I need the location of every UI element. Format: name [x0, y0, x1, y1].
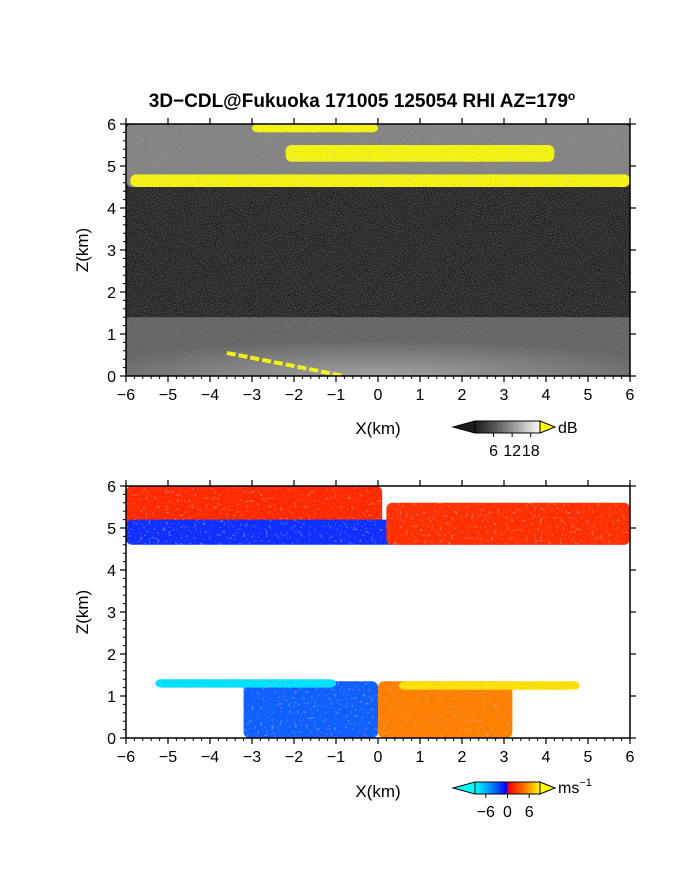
x-tick-label: 4 — [542, 387, 551, 404]
x-tick-label: −2 — [285, 749, 303, 766]
x-tick-label: 0 — [374, 749, 383, 766]
x-tick-label: 0 — [374, 387, 383, 404]
y-tick-label: 4 — [107, 201, 116, 218]
region-speckle — [378, 681, 513, 738]
y-tick-label: 1 — [107, 327, 116, 344]
velocity-colorbar: −6 0 6 ms−1 — [451, 777, 592, 821]
reflectivity-colorbar: 6 12 18 dB — [451, 420, 578, 460]
x-tick-label: −3 — [243, 749, 261, 766]
region-speckle — [243, 681, 378, 738]
velocity-heatmap — [126, 486, 630, 738]
chart-title: 3D−CDL@Fukuoka 171005 125054 RHI AZ=179o — [149, 89, 576, 112]
colorbar-bar — [474, 781, 541, 795]
x-tick-label: −4 — [201, 387, 219, 404]
colorbar-tick-label: 12 — [503, 443, 521, 460]
y-tick-label: 0 — [107, 731, 116, 748]
x-tick-label: −5 — [159, 749, 177, 766]
y-tick-label: 0 — [107, 369, 116, 386]
colorbar-bar — [474, 420, 541, 434]
colorbar-high-arrow — [539, 781, 557, 795]
colorbar-tick-label: −6 — [477, 804, 495, 821]
reflectivity-heatmap — [126, 124, 630, 376]
y-tick-label: 1 — [107, 689, 116, 706]
x-tick-label: 6 — [626, 387, 635, 404]
x-tick-label: −6 — [117, 387, 135, 404]
x-tick-label: −1 — [327, 749, 345, 766]
colorbar-unit: dB — [558, 420, 578, 437]
x-tick-label: 4 — [542, 749, 551, 766]
y-tick-label: 2 — [107, 647, 116, 664]
y-tick-label: 3 — [107, 243, 116, 260]
x-tick-label: −1 — [327, 387, 345, 404]
y-tick-label: 6 — [107, 479, 116, 496]
colorbar-unit: ms−1 — [558, 777, 592, 797]
x-tick-label: 1 — [416, 387, 425, 404]
y-tick-label: 4 — [107, 563, 116, 580]
x-tick-label: 3 — [500, 749, 509, 766]
colorbar-tick-label: 0 — [503, 804, 512, 821]
reflectivity-noise — [126, 124, 630, 376]
x-tick-label: 3 — [500, 387, 509, 404]
x-tick-label: 2 — [458, 387, 467, 404]
x-tick-label: 5 — [584, 749, 593, 766]
x-tick-label: −4 — [201, 749, 219, 766]
x-tick-label: 1 — [416, 749, 425, 766]
colorbar-tick-label: 6 — [489, 443, 498, 460]
reflectivity-xlabel: X(km) — [355, 419, 400, 438]
velocity-ylabel: Z(km) — [73, 590, 92, 634]
x-tick-label: 6 — [626, 749, 635, 766]
y-tick-label: 3 — [107, 605, 116, 622]
y-tick-label: 2 — [107, 285, 116, 302]
x-tick-label: −5 — [159, 387, 177, 404]
x-tick-label: 5 — [584, 387, 593, 404]
x-tick-label: −3 — [243, 387, 261, 404]
colorbar-tick-label: 18 — [522, 443, 540, 460]
x-tick-label: −2 — [285, 387, 303, 404]
region-speckle — [386, 502, 630, 545]
reflectivity-ylabel: Z(km) — [73, 228, 92, 272]
colorbar-tick-label: 6 — [525, 804, 534, 821]
colorbar-high-arrow — [539, 420, 557, 434]
region-speckle — [155, 679, 336, 688]
region-speckle — [399, 681, 580, 690]
y-tick-label: 5 — [107, 159, 116, 176]
y-tick-label: 6 — [107, 117, 116, 134]
velocity-xlabel: X(km) — [355, 782, 400, 801]
y-tick-label: 5 — [107, 521, 116, 538]
x-tick-label: −6 — [117, 749, 135, 766]
colorbar-low-arrow — [451, 781, 476, 795]
x-tick-label: 2 — [458, 749, 467, 766]
colorbar-low-arrow — [451, 420, 476, 434]
